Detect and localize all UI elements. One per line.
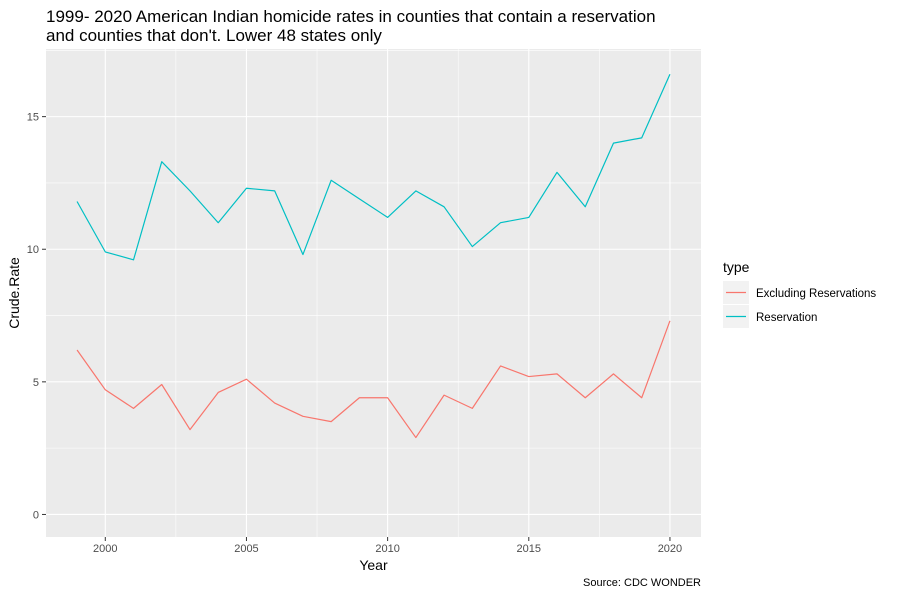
axis-tick-labels: 2000 2005 2010 2015 2020 0 5 10 15 (27, 112, 682, 555)
y-axis-title: Crude.Rate (6, 257, 22, 329)
x-axis-title: Year (359, 557, 388, 573)
chart-caption: Source: CDC WONDER (583, 577, 701, 589)
minor-gridlines (46, 49, 701, 537)
series-line-excluding-reservations (76, 320, 671, 439)
y-tick-label: 15 (27, 112, 39, 124)
major-gridlines (46, 49, 701, 537)
plot-panel (46, 49, 701, 537)
x-tick-label: 2010 (375, 543, 399, 555)
x-tick-label: 2020 (658, 543, 682, 555)
x-tick-label: 2000 (93, 543, 117, 555)
x-tick-label: 2015 (517, 543, 541, 555)
series-line-reservation (76, 73, 671, 261)
chart-title-line-1: 1999- 2020 American Indian homicide rate… (46, 7, 656, 26)
x-tick-label: 2005 (234, 543, 258, 555)
y-tick-label: 5 (33, 377, 39, 389)
legend-label-excluding-reservations: Excluding Reservations (756, 288, 876, 300)
legend: type Excluding Reservations Reservation (723, 259, 876, 328)
axis-ticks (42, 116, 671, 541)
series-lines (76, 73, 671, 439)
y-tick-label: 0 (33, 509, 39, 521)
legend-title: type (723, 259, 750, 275)
y-tick-label: 10 (27, 244, 39, 256)
legend-label-reservation: Reservation (756, 312, 817, 324)
chart-title-line-2: and counties that don't. Lower 48 states… (46, 26, 382, 45)
